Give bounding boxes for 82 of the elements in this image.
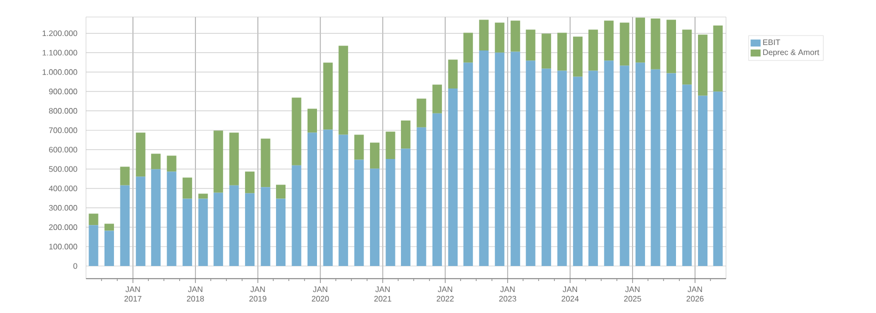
bar	[260, 138, 270, 188]
bar	[573, 36, 583, 77]
bar	[588, 70, 598, 266]
bar	[120, 166, 130, 186]
bar	[260, 187, 270, 266]
bar	[416, 127, 426, 266]
bar	[323, 130, 333, 266]
bar	[386, 132, 396, 159]
bar	[682, 84, 692, 266]
bar	[636, 62, 646, 266]
bar	[88, 214, 98, 226]
bar	[88, 225, 98, 266]
bar	[166, 156, 176, 172]
bar	[573, 76, 583, 266]
bar	[370, 168, 380, 266]
bar	[276, 184, 286, 199]
bar	[120, 185, 130, 266]
bar	[214, 192, 224, 266]
bar	[666, 73, 676, 266]
bar	[214, 130, 224, 193]
bar	[526, 60, 536, 266]
bar	[166, 172, 176, 266]
bar	[354, 160, 364, 266]
bar	[557, 70, 567, 266]
bar	[542, 34, 552, 69]
bar	[713, 92, 723, 266]
bar	[104, 224, 114, 231]
bar	[308, 132, 318, 266]
bar	[432, 84, 442, 114]
bar	[198, 198, 208, 266]
bar	[620, 66, 630, 266]
bar	[604, 60, 614, 266]
bar	[713, 26, 723, 92]
bar	[136, 132, 146, 177]
bar	[650, 18, 660, 70]
bar	[463, 62, 473, 266]
bar	[479, 20, 489, 51]
bar	[151, 169, 161, 266]
bar	[338, 46, 348, 135]
bar	[386, 158, 396, 266]
bar	[182, 198, 192, 266]
bar	[229, 132, 239, 186]
bar	[432, 113, 442, 266]
bar	[104, 230, 114, 266]
bar	[494, 22, 504, 53]
bar	[276, 198, 286, 266]
bar	[245, 193, 255, 266]
bar	[400, 148, 410, 266]
bar	[292, 165, 302, 266]
bar	[308, 108, 318, 133]
bar	[416, 98, 426, 128]
bar	[526, 30, 536, 61]
bar	[354, 134, 364, 160]
bar	[650, 69, 660, 266]
bar	[448, 88, 458, 266]
bar	[510, 52, 520, 266]
bar	[400, 120, 410, 149]
bar	[682, 30, 692, 85]
bar	[510, 20, 520, 52]
bar	[463, 32, 473, 63]
bar	[323, 62, 333, 130]
bar	[229, 185, 239, 266]
bar	[448, 60, 458, 89]
bar	[245, 172, 255, 194]
bar	[494, 52, 504, 266]
bar	[479, 50, 489, 266]
bar	[666, 20, 676, 74]
bar	[588, 30, 598, 71]
bar	[557, 32, 567, 71]
bar	[136, 176, 146, 266]
bar	[182, 178, 192, 199]
bar	[370, 142, 380, 169]
bar	[292, 98, 302, 166]
bar	[620, 22, 630, 66]
bar	[604, 20, 614, 61]
bar	[698, 96, 708, 266]
bar	[698, 34, 708, 96]
bar	[198, 194, 208, 199]
bar	[542, 68, 552, 266]
bar	[636, 18, 646, 63]
bar	[151, 154, 161, 170]
bar	[338, 134, 348, 266]
